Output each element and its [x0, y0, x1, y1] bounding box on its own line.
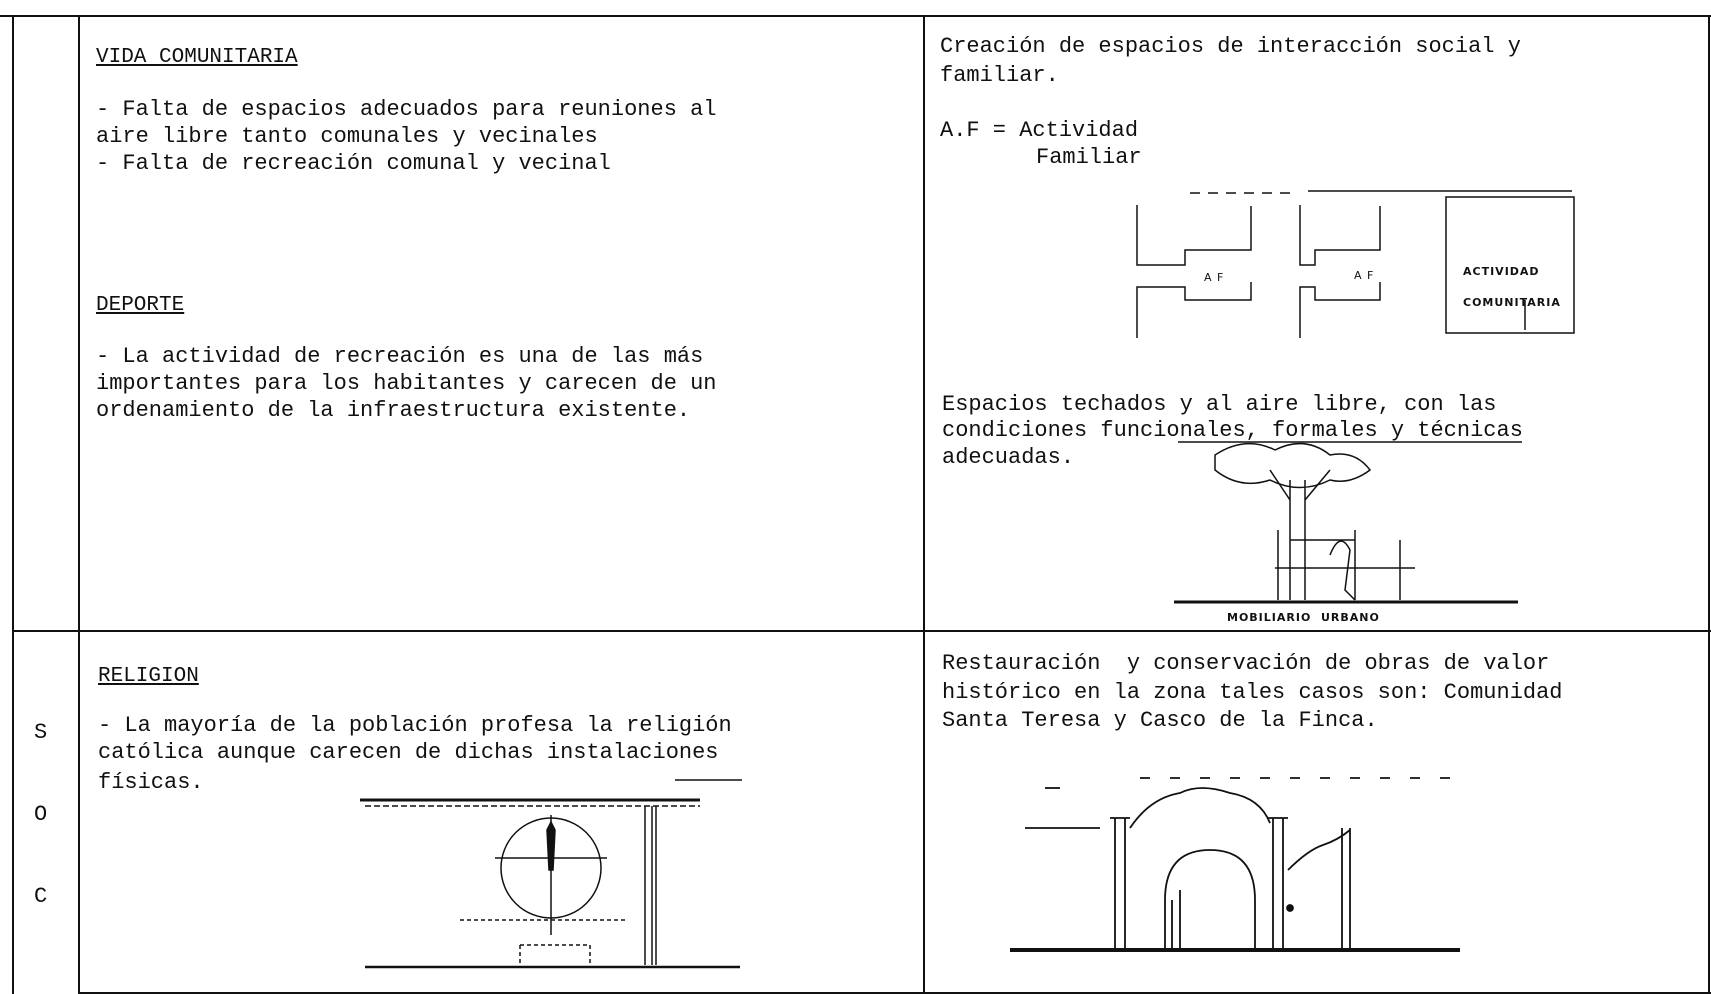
text-line: importantes para los habitantes y carece… — [96, 371, 717, 396]
text-line: - La mayoría de la población profesa la … — [98, 713, 732, 738]
heading: VIDA COMUNITARIA — [96, 46, 298, 69]
arch-sketch — [1010, 777, 1460, 952]
text-line: - Falta de recreación comunal y vecinal — [96, 151, 611, 176]
text-line: físicas. — [98, 770, 204, 795]
text-line: católica aunque carecen de dichas instal… — [98, 740, 719, 765]
side-letter: S — [34, 720, 48, 745]
diagram-label: A F — [1354, 269, 1375, 282]
diagram-label: ACTIVIDAD — [1463, 265, 1540, 278]
text-line: ordenamiento de la infraestructura exist… — [96, 398, 691, 423]
text-line: histórico en la zona tales casos son: Co… — [942, 680, 1563, 705]
caption: MOBILIARIO URBANO — [1227, 611, 1380, 624]
text-line: - Falta de espacios adecuados para reuni… — [96, 97, 717, 122]
side-letter: C — [34, 884, 48, 909]
side-letter: O — [34, 802, 48, 827]
text-line: Creación de espacios de interacción soci… — [940, 34, 1521, 59]
diagram-label: COMUNITARIA — [1463, 296, 1561, 309]
altar-sketch — [360, 779, 742, 969]
text-line: adecuadas. — [942, 445, 1075, 470]
text-line: - La actividad de recreación es una de l… — [96, 344, 704, 369]
text-line: familiar. — [940, 63, 1059, 88]
text-line: Santa Teresa y Casco de la Finca. — [942, 708, 1378, 733]
heading: DEPORTE — [96, 294, 185, 317]
diagram-label: A F — [1204, 271, 1225, 284]
text-line: aire libre tanto comunales y vecinales — [96, 124, 598, 149]
text-line: Familiar — [1036, 145, 1142, 170]
text-line: A.F = Actividad — [940, 118, 1139, 143]
text-line: Espacios techados y al aire libre, con l… — [942, 392, 1497, 417]
text-line: Restauración y conservación de obras de … — [942, 651, 1550, 676]
text-line: condiciones funcionales, formales y técn… — [942, 418, 1523, 443]
af-diagram — [1136, 190, 1575, 338]
heading: RELIGION — [98, 665, 199, 688]
bench-sketch — [1174, 441, 1522, 604]
